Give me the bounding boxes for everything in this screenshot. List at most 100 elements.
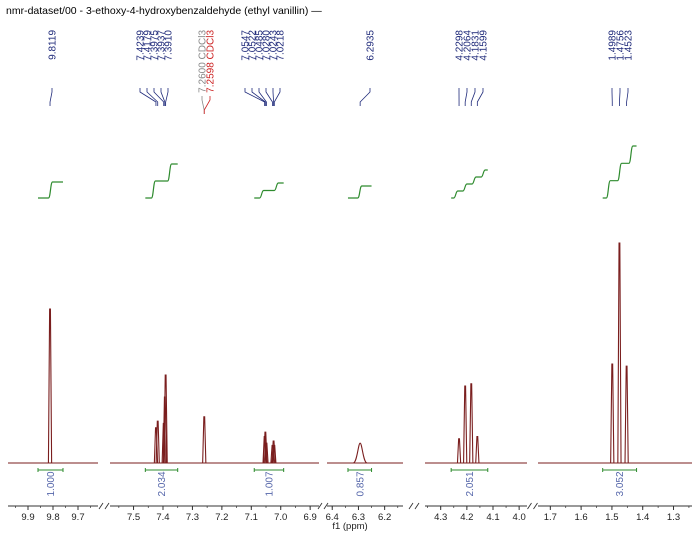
spectrum-peak (469, 383, 474, 464)
peak-label-connector (470, 88, 476, 106)
peak-label: 7.3910 (164, 30, 175, 61)
integral-curve (38, 181, 63, 199)
chart-title: nmr-dataset/00 - 3-ethoxy-4-hydroxybenza… (6, 5, 322, 17)
integral-bracket (253, 468, 285, 472)
peak-label-connector (619, 88, 621, 106)
x-tick-label: 7.2 (215, 512, 228, 523)
integral-curves: 1.000 2.034 1.007 0.857 2.051 3.052 (37, 145, 638, 497)
peak-label: 7.0280 (262, 30, 273, 61)
peak-label: 9.8119 (48, 30, 59, 60)
integral-curve (145, 163, 178, 199)
integral-bracket (602, 468, 638, 472)
peak-label-connector (626, 88, 629, 106)
axis-break-mark (317, 502, 329, 510)
integral-value: 2.051 (465, 471, 476, 496)
x-tick-label: 7.3 (186, 512, 199, 523)
x-tick-label: 6.4 (326, 512, 339, 523)
peak-label-connector (251, 88, 266, 106)
peak-label-connector (49, 88, 53, 106)
x-tick-label: 4.0 (513, 512, 526, 523)
spectrum-peak (610, 363, 615, 464)
x-tick-label: 9.8 (46, 512, 59, 523)
integral-bracket (144, 468, 179, 472)
x-tick-label: 7.1 (245, 512, 258, 523)
integral-bracket (37, 468, 64, 472)
peak-label: 4.1599 (479, 30, 490, 61)
spectrum-peak (456, 438, 462, 464)
spectrum-peak (155, 420, 160, 464)
spectrum-peak (263, 431, 268, 464)
peak-label: 7.4179 (143, 30, 154, 61)
peak-label: 1.4523 (624, 30, 635, 61)
peak-label: 7.0522 (248, 30, 259, 61)
spectrum-peak (624, 365, 629, 464)
x-tick-label: 7.4 (156, 512, 169, 523)
x-tick-label: 4.2 (460, 512, 473, 523)
peak-label: 7.0547 (241, 30, 252, 61)
spectrum-peaks (47, 242, 629, 464)
spectrum-peak (463, 385, 468, 464)
integral-curve (451, 169, 488, 199)
integral-value: 1.007 (264, 471, 275, 496)
peak-label-connector (265, 88, 273, 106)
x-tick-label: 6.3 (352, 512, 365, 523)
integral-value: 2.034 (157, 471, 168, 496)
peak-label-connector (139, 88, 157, 106)
peak-label: 1.4989 (608, 30, 619, 61)
x-tick-label: 1.5 (605, 512, 618, 523)
integral-value: 1.000 (46, 471, 57, 496)
peak-label: 7.3937 (157, 30, 168, 61)
x-tick-label: 7.0 (274, 512, 287, 523)
spectrum-peak (475, 436, 480, 464)
peak-label: 7.0485 (255, 30, 266, 61)
integral-curve (602, 145, 637, 199)
peak-label-connector (203, 96, 211, 114)
integral-curve (254, 182, 284, 199)
peak-label-connector (272, 88, 274, 106)
peak-label: 7.4239 (136, 30, 147, 61)
spectrum-peak (617, 242, 622, 464)
x-axis-label: f1 (ppm) (332, 521, 367, 532)
x-tick-label: 1.6 (575, 512, 588, 523)
peak-label-connector (146, 88, 159, 106)
x-tick-label: 6.2 (378, 512, 391, 523)
spectrum-peak (264, 442, 269, 464)
axis-break-mark (527, 502, 538, 510)
peak-label: 4.1831 (471, 30, 482, 61)
peak-label: 7.3975 (150, 30, 161, 61)
peak-label: 7.0243 (269, 30, 280, 61)
x-tick-label: 6.9 (304, 512, 317, 523)
peak-label-connector (476, 88, 484, 106)
spectrum-peak (271, 440, 276, 464)
peak-label-connector (359, 88, 371, 106)
axis-break-mark (408, 502, 420, 510)
peak-label-connector (160, 88, 166, 106)
peak-label-connector (464, 88, 468, 106)
spectrum-peak (163, 374, 168, 464)
peak-label-connector (244, 88, 266, 106)
x-tick-label: 1.3 (667, 512, 680, 523)
axis-break-mark (98, 502, 110, 510)
x-tick-label: 4.1 (486, 512, 499, 523)
x-tick-label: 7.5 (127, 512, 140, 523)
peak-label: 7.2598 CDCl3 (206, 30, 217, 93)
peak-label: 1.4756 (616, 30, 627, 61)
integral-bracket (347, 468, 373, 472)
peak-label: 6.2935 (366, 30, 377, 61)
x-tick-label: 4.3 (434, 512, 447, 523)
peak-label: 4.2298 (455, 30, 466, 61)
peak-label: 7.0218 (276, 30, 287, 61)
spectrum-peak (272, 444, 277, 464)
spectrum-peak (352, 442, 368, 464)
x-tick-label: 9.7 (71, 512, 84, 523)
x-tick-label: 1.4 (636, 512, 649, 523)
peak-label-connector (273, 88, 281, 106)
spectrum-peak (47, 308, 53, 464)
integral-curve (347, 185, 372, 199)
peak-label: 7.2600 CDCl3 (198, 30, 209, 93)
peak-label-connector (153, 88, 165, 106)
spectrum-peak (202, 416, 207, 464)
